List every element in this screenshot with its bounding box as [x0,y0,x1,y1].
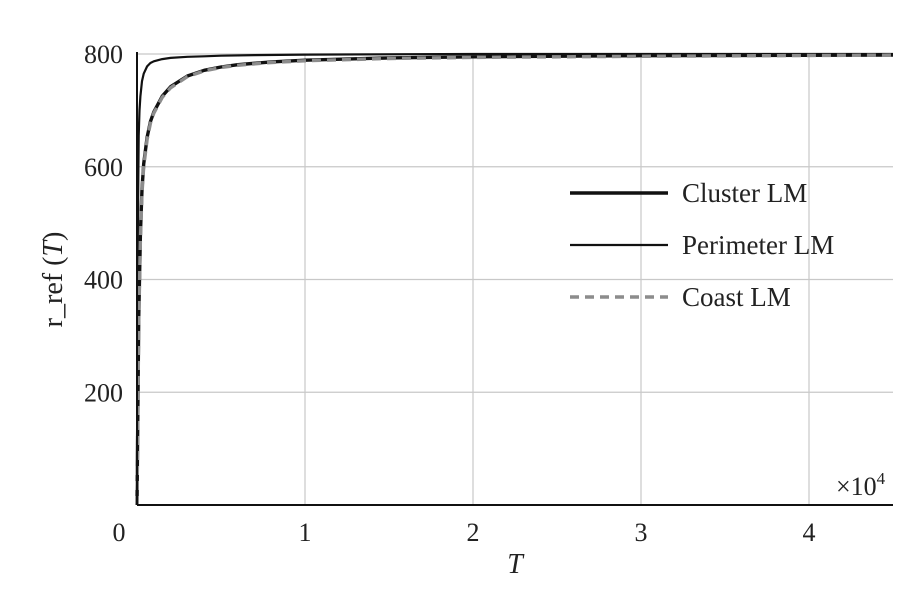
series-line-perimeter-lm [135,52,893,506]
x-multiplier-label: ×104 [836,469,886,501]
legend: Cluster LM Perimeter LM Coast LM [570,178,834,312]
y-tick-label: 800 [84,40,123,69]
grid [137,53,893,505]
legend-label-cluster-lm: Cluster LM [682,178,807,208]
legend-label-coast-lm: Coast LM [682,282,791,312]
axes [136,52,893,506]
x-tick-label: 2 [467,518,480,547]
x-tick-label: 4 [803,518,816,547]
x-axis-label: T [507,549,525,580]
legend-label-perimeter-lm: Perimeter LM [682,230,834,260]
y-axis-label: r_ref (T) [38,232,69,328]
x-tick-label: 0 [113,518,126,547]
y-tick-label: 200 [84,378,123,407]
tick-labels: 0 1 2 3 4 200 400 600 800 [84,40,816,547]
series-group [135,52,894,506]
x-tick-label: 3 [635,518,648,547]
series-line-coast-lm [135,53,894,506]
x-tick-label: 1 [299,518,312,547]
y-tick-label: 400 [84,266,123,295]
y-tick-label: 600 [84,153,123,182]
